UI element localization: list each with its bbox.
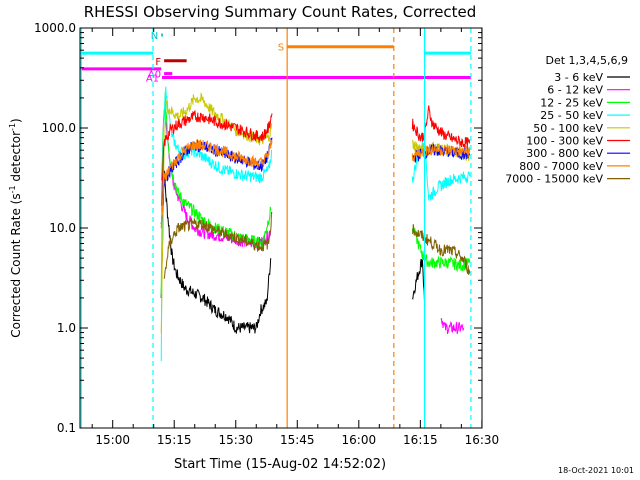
legend-label: 300 - 800 keV [526, 147, 603, 160]
x-axis: 15:00 15:15 15:30 15:45 16:00 16:15 16:30 [91, 28, 500, 447]
x-tick-label: 16:30 [465, 433, 500, 447]
legend-label: 800 - 7000 keV [519, 160, 603, 173]
y-tick-label: 0.1 [57, 421, 76, 435]
y-axis-label-end: ) [9, 118, 23, 123]
series-line [160, 139, 273, 229]
attenuator-lines [80, 28, 472, 428]
state-bar-label: S [278, 43, 284, 54]
series-line [411, 228, 471, 273]
legend-title: Det 1,3,4,5,6,9 [545, 54, 628, 67]
y-tick-label: 10.0 [49, 221, 76, 235]
series-line [411, 224, 471, 275]
legend-label: 12 - 25 keV [540, 96, 603, 109]
legend-label: 50 - 100 keV [533, 122, 603, 135]
series-line [160, 170, 272, 334]
legend-label: 3 - 6 keV [554, 71, 603, 84]
y-tick-label: 1.0 [57, 321, 76, 335]
x-tick-label: 16:15 [403, 433, 438, 447]
data-series [160, 86, 471, 362]
series-line [160, 91, 272, 295]
series-line [161, 109, 273, 206]
state-bars: A1 F A0 N S [80, 31, 471, 84]
legend-label: 6 - 12 keV [547, 84, 603, 97]
legend-label: 25 - 50 keV [540, 109, 603, 122]
series-line [411, 258, 426, 306]
legend-label: 7000 - 15000 keV [505, 173, 603, 186]
state-bar-label: A1 [146, 73, 159, 84]
x-axis-label: Start Time (15-Aug-02 14:52:02) [174, 457, 386, 472]
legend-label: 100 - 300 keV [526, 135, 603, 148]
y-axis-label-sup2: -1 [8, 123, 17, 131]
y-axis-label-mid: detector [9, 131, 23, 186]
timestamp: 18-Oct-2021 10:01 [558, 466, 634, 475]
state-bar-label: A0 [148, 70, 161, 81]
series-line [411, 105, 471, 149]
chart-title: RHESSI Observing Summary Count Rates, Co… [84, 3, 477, 21]
x-tick-label: 15:00 [95, 433, 130, 447]
y-axis: 0.1 1.0 10.0 100.0 1000.0 [34, 21, 482, 435]
x-tick-label: 16:00 [342, 433, 377, 447]
y-axis-label: Corrected Count Rate (s-1 detector-1) [8, 118, 23, 337]
y-axis-label-main: Corrected Count Rate (s [9, 193, 23, 337]
x-tick-label: 15:30 [218, 433, 253, 447]
x-tick-label: 15:45 [280, 433, 315, 447]
series-line [411, 143, 471, 162]
series-line [163, 211, 273, 279]
state-bar-label: F [155, 57, 161, 68]
y-tick-label: 100.0 [42, 121, 76, 135]
y-axis-label-sup1: -1 [8, 185, 17, 193]
state-bar-label: N [151, 31, 158, 42]
y-tick-label: 1000.0 [34, 21, 76, 35]
series-line [440, 318, 464, 335]
x-tick-label: 15:15 [157, 433, 192, 447]
